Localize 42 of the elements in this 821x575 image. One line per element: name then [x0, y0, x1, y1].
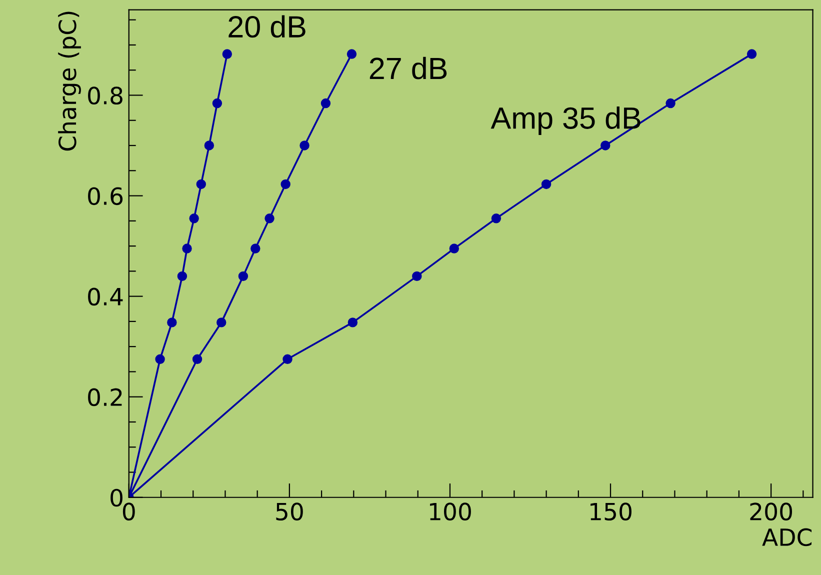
point	[192, 354, 202, 364]
point	[320, 98, 331, 108]
point	[216, 318, 226, 328]
x-tick-label: 50	[276, 502, 303, 521]
point	[222, 49, 232, 59]
x-axis-title: ADC	[762, 528, 812, 546]
y-tick-label: 0.8	[88, 86, 122, 105]
point	[348, 318, 358, 328]
y-tick-label: 0	[110, 488, 122, 507]
y-axis-title: Charge (pC)	[58, 12, 81, 151]
point	[449, 244, 460, 254]
point	[155, 354, 165, 364]
point	[541, 179, 552, 190]
point	[196, 179, 206, 190]
y-tick-label: 0.4	[88, 288, 123, 306]
point	[250, 244, 260, 254]
x-tick-label: 200	[750, 502, 792, 521]
point	[264, 214, 274, 224]
point	[238, 271, 248, 282]
y-tick-label: 0.6	[88, 187, 123, 206]
annotation: 27 dB	[370, 56, 447, 80]
point	[412, 271, 422, 282]
point	[280, 179, 290, 190]
x-tick-label: 150	[590, 502, 632, 521]
point	[204, 140, 214, 150]
x-tick-label: 100	[430, 502, 471, 521]
x-tick-label: 0	[122, 502, 135, 521]
point	[177, 271, 188, 282]
point	[600, 140, 610, 150]
point	[189, 214, 199, 224]
point	[346, 49, 357, 59]
point	[666, 98, 676, 108]
point	[282, 354, 292, 364]
point	[167, 318, 177, 328]
point	[212, 98, 222, 108]
annotation: 20 dB	[228, 15, 306, 38]
point	[300, 140, 310, 150]
point	[491, 214, 502, 224]
annotation: Amp 35 dB	[490, 106, 640, 135]
point	[182, 244, 192, 254]
point	[746, 49, 757, 59]
y-tick-label: 0.2	[88, 388, 122, 406]
